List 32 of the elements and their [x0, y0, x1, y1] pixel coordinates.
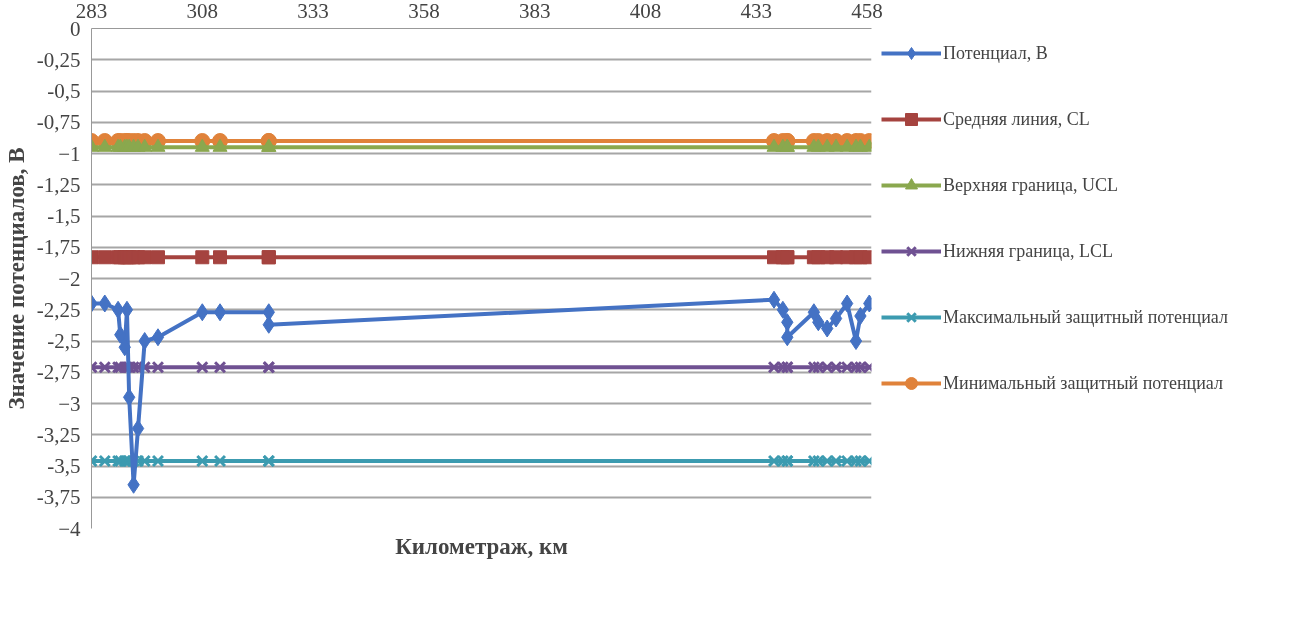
legend-label: Верхняя граница, UCL: [943, 174, 1118, 196]
legend-label: Нижняя граница, LCL: [943, 240, 1114, 262]
y-tick-label: -0,75: [36, 110, 81, 135]
x-tick-label: 283: [75, 0, 108, 23]
y-tick-label: -1,5: [47, 204, 81, 228]
y-tick-label: −4: [58, 516, 81, 541]
y-tick-label: -1,75: [36, 235, 81, 260]
x-tick-label: 333: [297, 0, 329, 23]
legend-label: Потенциал, В: [943, 42, 1048, 64]
x-tick-label: 308: [186, 0, 219, 23]
x-tick-label: 383: [518, 0, 551, 23]
y-tick-label: -3,75: [36, 485, 81, 510]
x-tick-label: 358: [408, 0, 440, 23]
y-axis-title: Значение потенциалов, В: [3, 147, 29, 410]
y-tick-label: -2,5: [47, 329, 81, 353]
y-tick-label: -0,5: [47, 79, 81, 103]
y-tick-label: −3: [58, 391, 81, 416]
x-tick-label: 433: [740, 0, 773, 23]
y-tick-label: -2,75: [36, 360, 81, 385]
legend-label: Максимальный защитный потенциал: [943, 306, 1228, 328]
x-tick-label: 458: [851, 0, 883, 23]
y-tick-label: -3,25: [36, 422, 81, 447]
legend-label: Средняя линия, CL: [943, 108, 1090, 130]
y-tick-label: -3,5: [47, 454, 81, 478]
y-tick-label: -0,25: [36, 47, 81, 72]
x-tick-label: 408: [629, 0, 662, 23]
x-axis-title: Километраж, км: [395, 533, 568, 559]
y-tick-label: -1,25: [36, 172, 81, 197]
y-tick-label: -2,25: [36, 297, 81, 322]
y-tick-label: −2: [58, 266, 81, 291]
legend-label: Минимальный защитный потенциал: [943, 372, 1223, 394]
y-tick-label: −1: [58, 141, 81, 166]
